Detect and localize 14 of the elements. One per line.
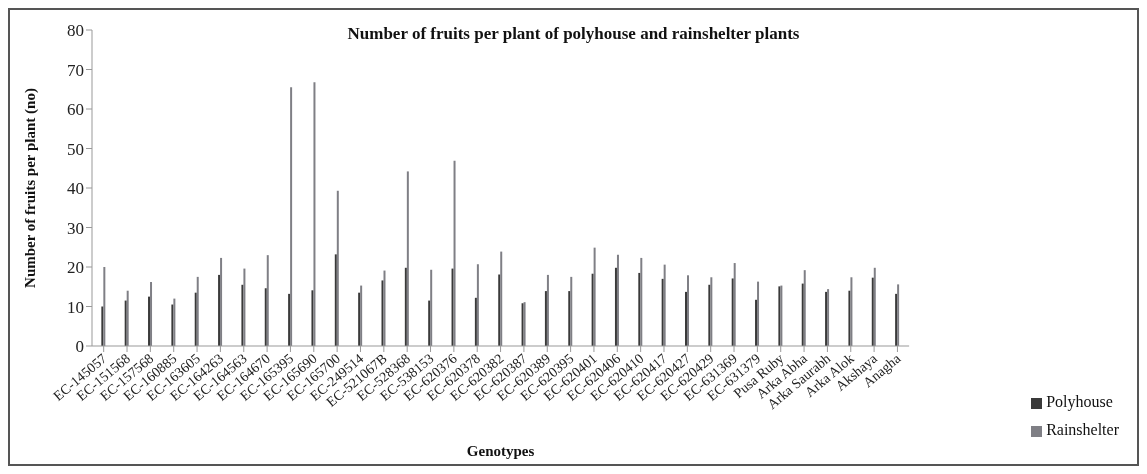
chart-title: Number of fruits per plant of polyhouse and rainshelter plants: [347, 24, 800, 43]
y-tick-label: 20: [67, 258, 84, 278]
legend-label: Rainshelter: [1046, 421, 1119, 438]
y-tick-label: 30: [67, 218, 84, 238]
y-tick-label: 70: [67, 60, 84, 80]
legend-label: Polyhouse: [1046, 393, 1113, 410]
x-axis-title: Genotypes: [466, 443, 535, 459]
y-tick-label: 50: [67, 139, 84, 159]
y-axis-title: Number of fruits per plant (no): [22, 88, 40, 288]
y-tick-label: 80: [67, 21, 84, 41]
y-tick-label: 10: [67, 297, 84, 317]
y-tick-label: 0: [75, 337, 84, 357]
y-tick-label: 60: [67, 100, 84, 120]
y-tick-label: 40: [67, 179, 84, 199]
